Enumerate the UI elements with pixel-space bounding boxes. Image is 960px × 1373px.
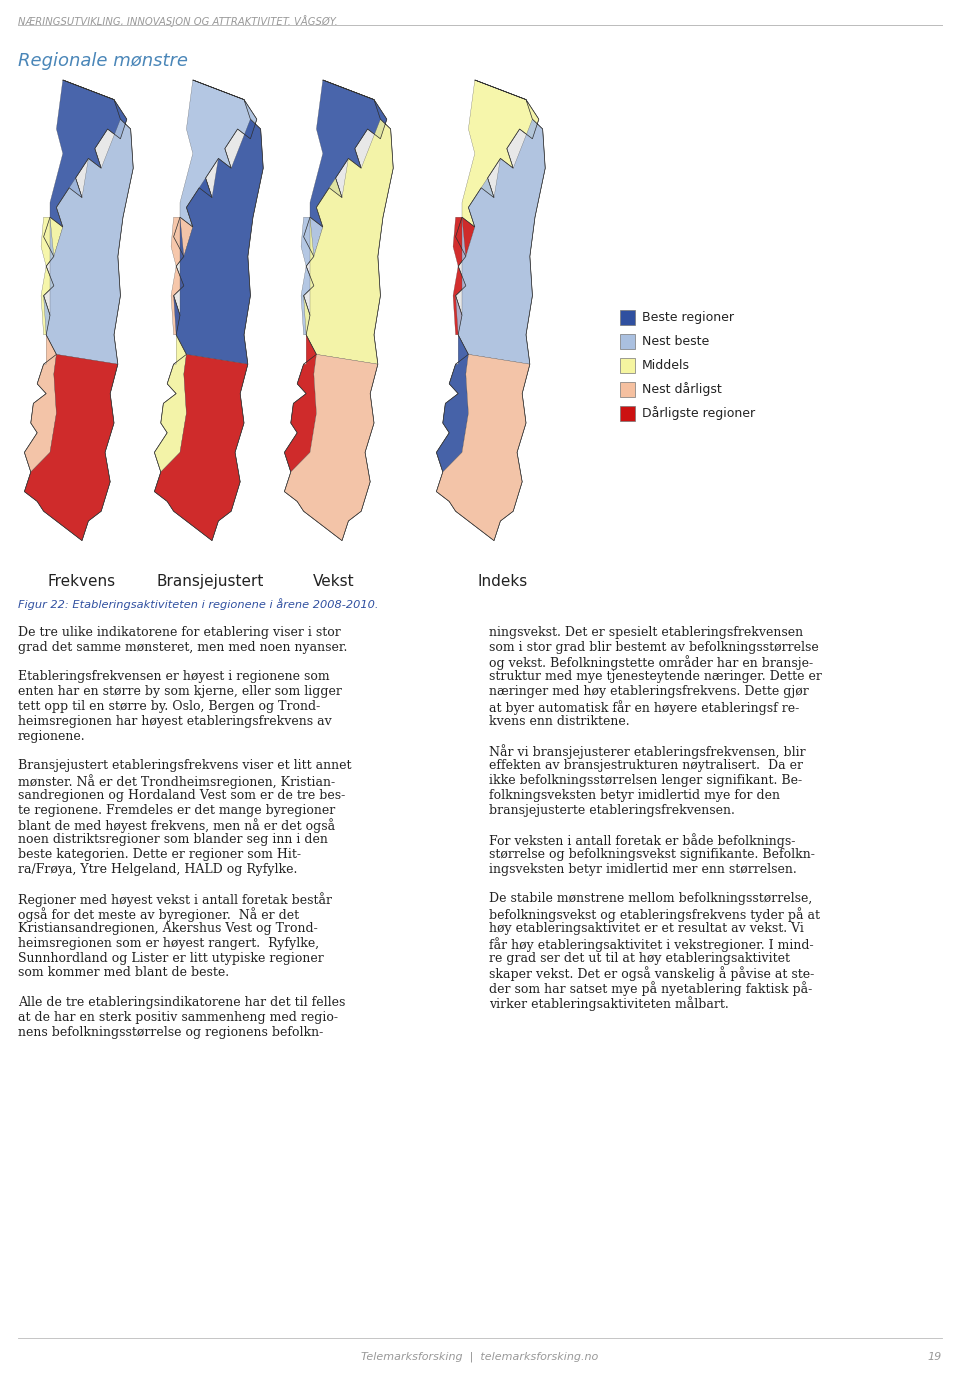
Text: re grad ser det ut til at høy etableringsaktivitet: re grad ser det ut til at høy etablering… [489, 951, 790, 965]
Text: effekten av bransjestrukturen nøytralisert.  Da er: effekten av bransjestrukturen nøytralise… [489, 759, 803, 772]
Text: Dårligste regioner: Dårligste regioner [642, 406, 756, 420]
Text: mønster. Nå er det Trondheimsregionen, Kristian-: mønster. Nå er det Trondheimsregionen, K… [18, 774, 335, 789]
Polygon shape [456, 119, 545, 364]
Polygon shape [41, 217, 62, 335]
Text: Vekst: Vekst [313, 574, 355, 589]
Text: næringer med høy etableringsfrekvens. Dette gjør: næringer med høy etableringsfrekvens. De… [489, 685, 808, 699]
Text: folkningsveksten betyr imidlertid mye for den: folkningsveksten betyr imidlertid mye fo… [489, 789, 780, 802]
Text: og vekst. Befolkningstette områder har en bransje-: og vekst. Befolkningstette områder har e… [489, 655, 813, 670]
Text: noen distriktsregioner som blander seg inn i den: noen distriktsregioner som blander seg i… [18, 833, 328, 846]
Polygon shape [303, 119, 394, 364]
Text: Indeks: Indeks [478, 574, 528, 589]
Bar [620, 334, 635, 349]
Text: Beste regioner: Beste regioner [642, 312, 734, 324]
Polygon shape [24, 80, 133, 541]
Text: ningsvekst. Det er spesielt etableringsfrekvensen: ningsvekst. Det er spesielt etableringsf… [489, 626, 804, 638]
Text: Figur 22: Etableringsaktiviteten i regionene i årene 2008-2010.: Figur 22: Etableringsaktiviteten i regio… [18, 599, 378, 610]
Polygon shape [284, 335, 317, 472]
Text: Regioner med høyest vekst i antall foretak består: Regioner med høyest vekst i antall foret… [18, 892, 332, 908]
Polygon shape [24, 335, 57, 472]
Text: regionene.: regionene. [18, 729, 85, 743]
Text: Bransjejustert etableringsfrekvens viser et litt annet: Bransjejustert etableringsfrekvens viser… [18, 759, 351, 772]
Polygon shape [43, 119, 133, 364]
Text: tett opp til en større by. Oslo, Bergen og Trond-: tett opp til en større by. Oslo, Bergen … [18, 700, 321, 713]
Polygon shape [284, 354, 378, 541]
Bar [620, 310, 635, 325]
Polygon shape [453, 217, 475, 335]
Text: ingsveksten betyr imidlertid mer enn størrelsen.: ingsveksten betyr imidlertid mer enn stø… [489, 862, 797, 876]
Text: enten har en større by som kjerne, eller som ligger: enten har en større by som kjerne, eller… [18, 685, 342, 699]
Text: størrelse og befolkningsvekst signifikante. Befolkn-: størrelse og befolkningsvekst signifikan… [489, 849, 815, 861]
Text: beste kategorien. Dette er regioner som Hit-: beste kategorien. Dette er regioner som … [18, 849, 301, 861]
Text: skaper vekst. Det er også vanskelig å påvise at ste-: skaper vekst. Det er også vanskelig å på… [489, 967, 814, 982]
Text: Kristiansandregionen, Akershus Vest og Trond-: Kristiansandregionen, Akershus Vest og T… [18, 923, 318, 935]
Polygon shape [171, 217, 193, 335]
Text: De tre ulike indikatorene for etablering viser i stor: De tre ulike indikatorene for etablering… [18, 626, 341, 638]
Text: som kommer med blant de beste.: som kommer med blant de beste. [18, 967, 229, 979]
Text: Nest dårligst: Nest dårligst [642, 383, 722, 397]
Polygon shape [180, 80, 257, 227]
Text: får høy etableringsaktivitet i vekstregioner. I mind-: får høy etableringsaktivitet i vekstregi… [489, 936, 814, 951]
Text: For veksten i antall foretak er både befolknings-: For veksten i antall foretak er både bef… [489, 833, 796, 849]
Text: struktur med mye tjenesteytende næringer. Dette er: struktur med mye tjenesteytende næringer… [489, 670, 822, 684]
Polygon shape [24, 354, 118, 541]
Polygon shape [462, 80, 539, 227]
Text: blant de med høyest frekvens, men nå er det også: blant de med høyest frekvens, men nå er … [18, 818, 335, 833]
Text: Sunnhordland og Lister er litt utypiske regioner: Sunnhordland og Lister er litt utypiske … [18, 951, 324, 965]
Text: at de har en sterk positiv sammenheng med regio-: at de har en sterk positiv sammenheng me… [18, 1011, 338, 1024]
Text: at byer automatisk får en høyere etableringsf re-: at byer automatisk får en høyere etabler… [489, 700, 800, 715]
Text: grad det samme mønsteret, men med noen nyanser.: grad det samme mønsteret, men med noen n… [18, 641, 348, 654]
Text: også for det meste av byregioner.  Nå er det: også for det meste av byregioner. Nå er … [18, 908, 300, 923]
Text: Bransjejustert: Bransjejustert [156, 574, 264, 589]
Polygon shape [50, 80, 127, 227]
Text: NÆRINGSUTVIKLING, INNOVASJON OG ATTRAKTIVITET. VÅGSØY.: NÆRINGSUTVIKLING, INNOVASJON OG ATTRAKTI… [18, 15, 338, 27]
Polygon shape [155, 354, 248, 541]
Bar [620, 382, 635, 397]
Text: heimsregionen som er høyest rangert.  Ryfylke,: heimsregionen som er høyest rangert. Ryf… [18, 936, 319, 950]
Polygon shape [437, 335, 468, 472]
Text: Etableringsfrekvensen er høyest i regionene som: Etableringsfrekvensen er høyest i region… [18, 670, 329, 684]
Text: høy etableringsaktivitet er et resultat av vekst. Vi: høy etableringsaktivitet er et resultat … [489, 923, 804, 935]
Text: De stabile mønstrene mellom befolkningsstørrelse,: De stabile mønstrene mellom befolkningss… [489, 892, 812, 905]
Bar [620, 406, 635, 422]
Polygon shape [155, 80, 263, 541]
Polygon shape [310, 80, 387, 227]
Text: ikke befolkningsstørrelsen lenger signifikant. Be-: ikke befolkningsstørrelsen lenger signif… [489, 774, 803, 787]
Text: kvens enn distriktene.: kvens enn distriktene. [489, 715, 630, 728]
Polygon shape [301, 217, 323, 335]
Bar [620, 358, 635, 373]
Polygon shape [174, 119, 263, 364]
Text: heimsregionen har høyest etableringsfrekvens av: heimsregionen har høyest etableringsfrek… [18, 715, 332, 728]
Polygon shape [284, 80, 394, 541]
Text: Middels: Middels [642, 358, 690, 372]
Text: Regionale mønstre: Regionale mønstre [18, 52, 188, 70]
Polygon shape [155, 335, 186, 472]
Text: Frekvens: Frekvens [48, 574, 116, 589]
Text: 19: 19 [927, 1352, 942, 1362]
Text: Når vi bransjejusterer etableringsfrekvensen, blir: Når vi bransjejusterer etableringsfrekve… [489, 744, 805, 759]
Text: sandregionen og Hordaland Vest som er de tre bes-: sandregionen og Hordaland Vest som er de… [18, 789, 346, 802]
Polygon shape [437, 354, 530, 541]
Text: Alle de tre etableringsindikatorene har det til felles: Alle de tre etableringsindikatorene har … [18, 995, 346, 1009]
Text: befolkningsvekst og etableringsfrekvens tyder på at: befolkningsvekst og etableringsfrekvens … [489, 908, 820, 923]
Text: som i stor grad blir bestemt av befolkningsstørrelse: som i stor grad blir bestemt av befolkni… [489, 641, 819, 654]
Text: virker etableringsaktiviteten målbart.: virker etableringsaktiviteten målbart. [489, 995, 729, 1011]
Text: nens befolkningsstørrelse og regionens befolkn-: nens befolkningsstørrelse og regionens b… [18, 1026, 324, 1038]
Text: Telemarksforsking  |  telemarksforsking.no: Telemarksforsking | telemarksforsking.no [361, 1352, 599, 1362]
Text: ra/Frøya, Ytre Helgeland, HALD og Ryfylke.: ra/Frøya, Ytre Helgeland, HALD og Ryfylk… [18, 862, 298, 876]
Text: der som har satset mye på nyetablering faktisk på-: der som har satset mye på nyetablering f… [489, 982, 812, 995]
Text: Nest beste: Nest beste [642, 335, 709, 347]
Text: bransjejusterte etableringsfrekvensen.: bransjejusterte etableringsfrekvensen. [489, 803, 734, 817]
Polygon shape [437, 80, 545, 541]
Text: te regionene. Fremdeles er det mange byregioner: te regionene. Fremdeles er det mange byr… [18, 803, 335, 817]
